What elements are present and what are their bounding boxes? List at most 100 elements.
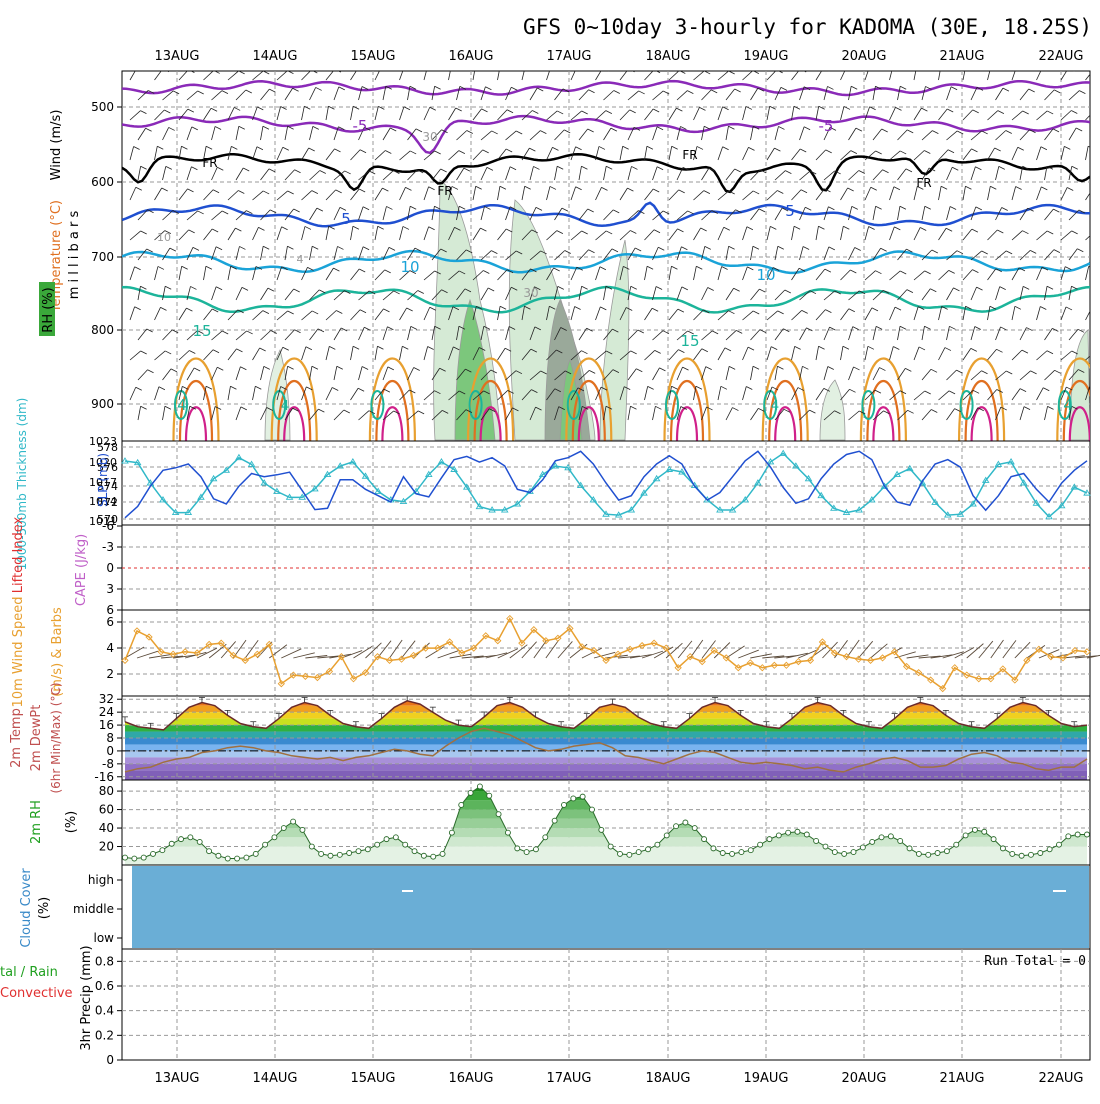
rh-point	[543, 835, 548, 840]
isotherm-label-FR: FR	[682, 148, 697, 162]
millibars-axis-label: m i l l i b a r s	[67, 211, 82, 300]
dewpt-label: 2m DewPt	[29, 705, 44, 772]
wind-barb	[1094, 211, 1100, 220]
rh-point	[421, 853, 426, 858]
rh-point	[496, 812, 501, 817]
isotherm-label-30: 30	[523, 286, 538, 300]
precip-axis-label: 3hr Precip (mm)	[79, 945, 94, 1050]
top-date-13AUG: 13AUG	[154, 49, 199, 64]
cape-label: CAPE (J/kg)	[74, 534, 89, 606]
wind-barb-flag	[137, 68, 143, 71]
rh-point	[832, 850, 837, 855]
tick-label-800: 800	[91, 323, 114, 337]
temp-band	[122, 738, 1090, 744]
tick-label-0: 0	[106, 561, 114, 575]
rh-point	[440, 851, 445, 856]
rh-point	[982, 829, 987, 834]
wind-barb-flag	[1094, 69, 1100, 72]
rh-point	[505, 830, 510, 835]
rh-point	[197, 839, 202, 844]
precip-convective-label: Convective	[0, 986, 73, 1001]
wind-barb-flag	[1096, 286, 1100, 289]
isotherm-label-15: 15	[192, 322, 211, 340]
bottom-date-17AUG: 17AUG	[546, 1071, 591, 1086]
tick-label--8: -8	[102, 757, 114, 771]
rh-point	[571, 796, 576, 801]
rh-point	[786, 830, 791, 835]
temp-label: 2m Temp	[9, 708, 24, 768]
wind-barb	[1094, 166, 1098, 180]
rh-point	[618, 851, 623, 856]
rh-point	[898, 838, 903, 843]
precip-ticks: 0.80.60.40.20	[95, 954, 122, 1067]
chart-title: GFS 0~10day 3-hourly for KADOMA (30E, 18…	[523, 15, 1092, 39]
rh-point	[244, 855, 249, 860]
rh-point	[169, 841, 174, 846]
isotherm-label-10: 10	[756, 266, 775, 284]
wind-barb-flag	[525, 66, 531, 69]
rh-point	[309, 844, 314, 849]
temp-band	[122, 751, 1090, 757]
bottom-date-16AUG: 16AUG	[448, 1071, 493, 1086]
tick-label-32: 32	[99, 692, 114, 706]
isotherm-label-10: 10	[157, 231, 171, 244]
rh-point	[412, 849, 417, 854]
rh-point	[860, 845, 865, 850]
rh-point	[151, 851, 156, 856]
bottom-date-21AUG: 21AUG	[939, 1071, 984, 1086]
rh-point	[393, 835, 398, 840]
rh-point	[814, 838, 819, 843]
wind-barb-flag	[846, 67, 852, 70]
wind-barb-flag	[966, 66, 972, 69]
cloud-label: Cloud Cover	[19, 868, 34, 948]
precip-panel: 0.80.60.40.20 Run Total = 0 tal / Rain C…	[0, 945, 1090, 1067]
rh-point	[384, 837, 389, 842]
rh-point	[1075, 832, 1080, 837]
rh-point	[403, 842, 408, 847]
rh-point	[954, 842, 959, 847]
rh-point	[253, 851, 258, 856]
wind-barb-flag	[381, 67, 387, 70]
tick-label-0: 0	[106, 1053, 114, 1067]
rh-point	[1019, 853, 1024, 858]
tick-label--3: -3	[102, 540, 114, 554]
isotherm-label-30: 30	[422, 130, 437, 144]
rh-point	[963, 833, 968, 838]
wind-barb-flag	[991, 66, 997, 69]
rh-point	[272, 835, 277, 840]
top-date-14AUG: 14AUG	[252, 49, 297, 64]
rh-point	[692, 826, 697, 831]
top-date-22AUG: 22AUG	[1038, 49, 1083, 64]
bottom-date-13AUG: 13AUG	[154, 1071, 199, 1086]
tick-label-0.8: 0.8	[95, 954, 114, 968]
rh-point	[179, 837, 184, 842]
wind-barb	[1094, 248, 1100, 260]
isotherm-label-10: 10	[400, 258, 419, 276]
wind-barb-flag	[1095, 110, 1100, 113]
rh-point	[235, 856, 240, 861]
rh-point	[655, 842, 660, 847]
tick-label-600: 600	[91, 175, 114, 189]
cloud-gap-mark-2	[1053, 890, 1066, 892]
rh-point	[1028, 852, 1033, 857]
rh-point	[263, 842, 268, 847]
wind-barb-flag	[475, 66, 481, 69]
rh-point	[281, 826, 286, 831]
isotherm-label-15: 15	[680, 332, 699, 350]
wind-barb-flag	[1017, 67, 1023, 70]
rh-point	[776, 833, 781, 838]
rh-axis-label: RH (%)	[41, 287, 56, 332]
rh-point	[160, 848, 165, 853]
rh-point	[935, 850, 940, 855]
wind-barb	[1094, 286, 1097, 300]
rh-point	[646, 847, 651, 852]
rh-point	[1056, 842, 1061, 847]
temp-band	[122, 764, 1090, 770]
rh-point	[459, 802, 464, 807]
rh-point	[739, 850, 744, 855]
slp-axis-label: SLP (mb)	[96, 453, 110, 507]
